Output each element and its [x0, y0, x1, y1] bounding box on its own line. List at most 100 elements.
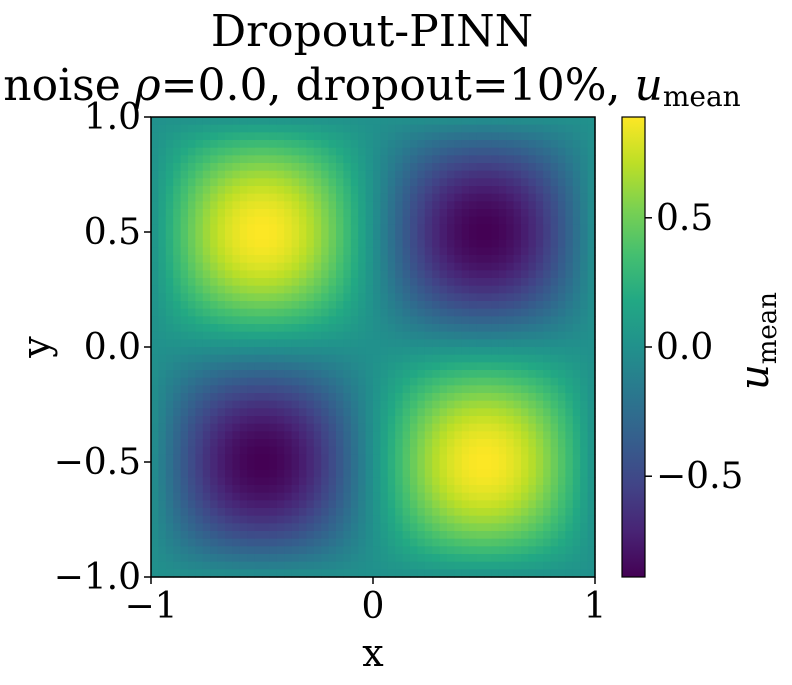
heatmap-cell: [173, 454, 182, 463]
heatmap-cell: [506, 554, 515, 563]
heatmap-cell: [195, 155, 204, 164]
heatmap-cell: [439, 462, 448, 471]
heatmap-cell: [158, 301, 167, 310]
heatmap-cell: [498, 270, 507, 279]
heatmap-cell: [180, 538, 189, 547]
heatmap-cell: [417, 531, 426, 540]
heatmap-cell: [572, 262, 581, 271]
heatmap-cell: [254, 140, 263, 149]
heatmap-cell: [321, 370, 330, 379]
heatmap-cell: [350, 247, 359, 256]
heatmap-cell: [491, 477, 500, 486]
heatmap-cell: [217, 561, 226, 570]
heatmap-cell: [380, 485, 389, 494]
heatmap-cell: [521, 546, 529, 555]
heatmap-cell: [572, 400, 581, 409]
heatmap-cell: [195, 255, 204, 264]
heatmap-cell: [498, 301, 507, 310]
heatmap-cell: [269, 308, 278, 317]
heatmap-cell: [188, 247, 196, 256]
heatmap-cell: [210, 416, 219, 425]
heatmap-cell: [469, 224, 478, 233]
heatmap-cell: [165, 439, 174, 448]
heatmap-cell: [439, 500, 448, 509]
heatmap-cell: [276, 285, 285, 294]
heatmap-cell: [550, 439, 559, 448]
heatmap-cell: [336, 508, 344, 517]
heatmap-cell: [484, 170, 492, 179]
heatmap-cell: [247, 216, 256, 225]
heatmap-cell: [165, 393, 174, 402]
heatmap-cell: [587, 362, 596, 371]
heatmap-cell: [387, 469, 396, 478]
heatmap-cell: [210, 393, 219, 402]
heatmap-cell: [299, 469, 307, 478]
heatmap-cell: [210, 186, 219, 195]
heatmap-cell: [528, 538, 537, 547]
heatmap-cell: [232, 147, 241, 156]
heatmap-cell: [424, 308, 433, 317]
heatmap-cell: [491, 561, 500, 570]
heatmap-cell: [247, 155, 256, 164]
heatmap-cell: [491, 132, 500, 141]
heatmap-cell: [313, 508, 322, 517]
heatmap-cell: [225, 416, 233, 425]
heatmap-cell: [254, 201, 263, 210]
heatmap-cell: [195, 285, 204, 294]
heatmap-cell: [513, 462, 522, 471]
heatmap-cell: [550, 531, 559, 540]
heatmap-cell: [225, 508, 233, 517]
heatmap-cell: [410, 400, 418, 409]
heatmap-cell: [454, 147, 463, 156]
heatmap-cell: [217, 454, 226, 463]
heatmap-cell: [151, 255, 159, 264]
heatmap-cell: [358, 262, 367, 271]
heatmap-cell: [461, 347, 470, 356]
heatmap-cell: [484, 301, 492, 310]
heatmap-cell: [402, 385, 411, 394]
heatmap-cell: [417, 117, 426, 126]
heatmap-cell: [328, 124, 337, 133]
heatmap-cell: [469, 324, 478, 333]
heatmap-cell: [580, 155, 589, 164]
heatmap-cell: [439, 316, 448, 325]
heatmap-cell: [424, 324, 433, 333]
heatmap-cell: [321, 500, 330, 509]
heatmap-cell: [269, 216, 278, 225]
heatmap-cell: [395, 362, 404, 371]
heatmap-cell: [558, 377, 566, 386]
heatmap-cell: [299, 331, 307, 340]
heatmap-cell: [439, 408, 448, 417]
heatmap-cell: [225, 492, 233, 501]
heatmap-cell: [180, 477, 189, 486]
heatmap-cell: [543, 178, 552, 187]
heatmap-cell: [572, 523, 581, 532]
heatmap-cell: [313, 454, 322, 463]
heatmap-cell: [528, 186, 537, 195]
heatmap-cell: [410, 232, 418, 241]
heatmap-cell: [550, 132, 559, 141]
heatmap-cell: [195, 538, 204, 547]
heatmap-cell: [321, 132, 330, 141]
heatmap-cell: [195, 354, 204, 363]
heatmap-cell: [284, 477, 293, 486]
heatmap-cell: [572, 469, 581, 478]
heatmap-cell: [513, 347, 522, 356]
heatmap-cell: [543, 554, 552, 563]
heatmap-cell: [528, 354, 537, 363]
heatmap-cell: [151, 239, 159, 248]
heatmap-cell: [173, 446, 182, 455]
heatmap-cell: [476, 224, 485, 233]
heatmap-cell: [550, 316, 559, 325]
heatmap-cell: [173, 339, 182, 348]
heatmap-cell: [269, 270, 278, 279]
heatmap-cell: [447, 531, 455, 540]
heatmap-cell: [535, 316, 544, 325]
x-tick-label: 0: [362, 586, 385, 627]
heatmap-cell: [373, 431, 381, 440]
heatmap-cell: [410, 301, 418, 310]
heatmap-cell: [350, 339, 359, 348]
heatmap-cell: [202, 316, 211, 325]
heatmap-cell: [210, 147, 219, 156]
heatmap-cell: [269, 515, 278, 524]
